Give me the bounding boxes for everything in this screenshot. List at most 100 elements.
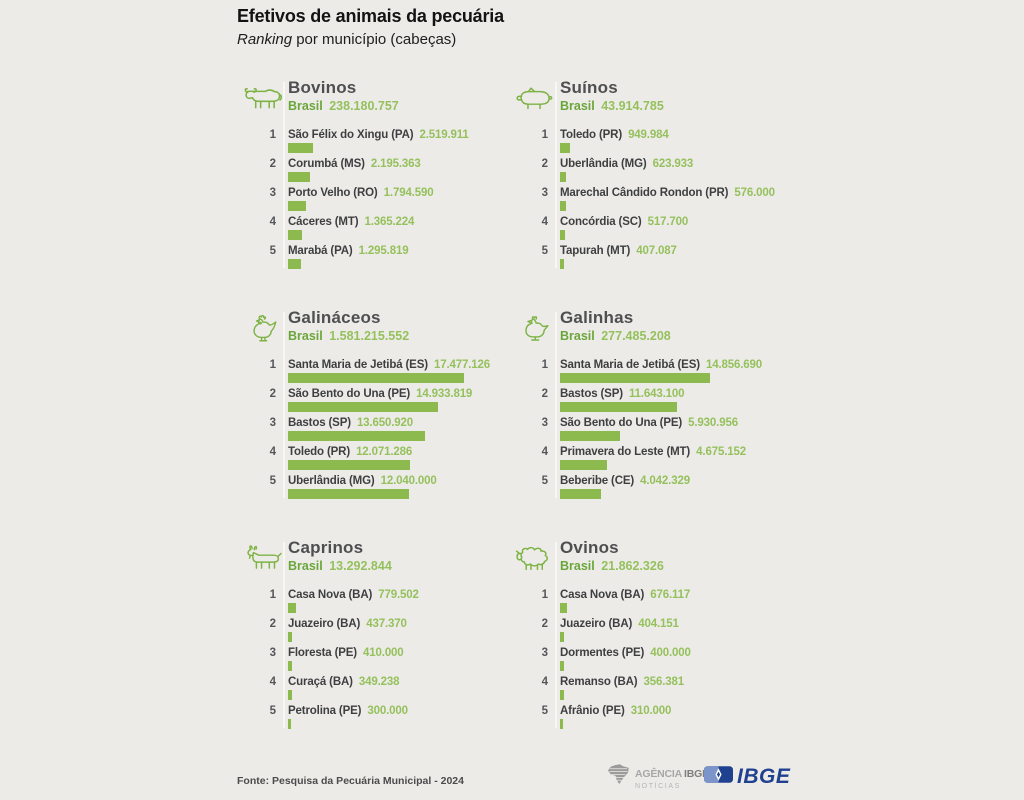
municipality-name: Bastos (SP) xyxy=(288,417,354,429)
agencia-line1: AGÊNCIA IBGE xyxy=(635,768,709,780)
value-bar xyxy=(560,632,564,642)
page-subtitle: Ranking por município (cabeças) xyxy=(237,31,504,48)
value-bar xyxy=(560,719,563,729)
divider-line xyxy=(283,312,285,498)
section-title: Galinhas xyxy=(560,308,634,327)
entry-line: Juazeiro (BA) 437.370 xyxy=(288,618,407,630)
brasil-total: Brasil 21.862.326 xyxy=(560,559,664,573)
rank-number: 5 xyxy=(541,245,548,257)
entry-line: São Félix do Xingu (PA) 2.519.911 xyxy=(288,129,469,141)
entry-line: Uberlândia (MG) 623.933 xyxy=(560,158,693,170)
rank-number: 1 xyxy=(269,129,276,141)
rank-number: 3 xyxy=(269,417,276,429)
livestock-section: Bovinos Brasil 238.180.757 1 São Félix d… xyxy=(240,78,512,310)
head-count: 349.238 xyxy=(358,676,400,688)
ranking-entry: 1 Casa Nova (BA) 676.117 xyxy=(512,588,812,617)
ranking-entry: 3 São Bento do Una (PE) 5.930.956 xyxy=(512,416,812,445)
entry-line: Bastos (SP) 11.643.100 xyxy=(560,388,685,400)
rank-number: 1 xyxy=(269,589,276,601)
rank-number: 5 xyxy=(269,705,276,717)
value-bar xyxy=(288,632,292,642)
ranking-list: 1 Santa Maria de Jetibá (ES) 14.856.690 … xyxy=(512,358,812,503)
ranking-entry: 5 Tapurah (MT) 407.087 xyxy=(512,244,812,273)
ranking-entry: 1 São Félix do Xingu (PA) 2.519.911 xyxy=(240,128,512,157)
municipality-name: Santa Maria de Jetibá (ES) xyxy=(560,359,703,371)
head-count: 310.000 xyxy=(630,705,672,717)
value-bar xyxy=(560,431,620,441)
entry-line: Curaçá (BA) 349.238 xyxy=(288,676,400,688)
livestock-section: Galináceos Brasil 1.581.215.552 1 Santa … xyxy=(240,308,512,540)
pig-icon xyxy=(512,83,556,115)
livestock-section: Caprinos Brasil 13.292.844 1 Casa Nova (… xyxy=(240,538,512,770)
value-bar xyxy=(288,201,306,211)
municipality-name: Concórdia (SC) xyxy=(560,216,645,228)
divider-line xyxy=(555,542,557,728)
municipality-name: Afrânio (PE) xyxy=(560,705,628,717)
brasil-total: Brasil 238.180.757 xyxy=(288,99,399,113)
ranking-list: 1 Casa Nova (BA) 676.117 2 Juazeiro (BA)… xyxy=(512,588,812,733)
ibge-compass-icon xyxy=(704,766,733,788)
ranking-entry: 3 Bastos (SP) 13.650.920 xyxy=(240,416,512,445)
entry-line: Toledo (PR) 949.984 xyxy=(560,129,669,141)
value-bar xyxy=(288,373,464,383)
rank-number: 4 xyxy=(269,676,276,688)
ranking-entry: 4 Toledo (PR) 12.071.286 xyxy=(240,445,512,474)
entry-line: Corumbá (MS) 2.195.363 xyxy=(288,158,421,170)
ranking-entry: 2 Bastos (SP) 11.643.100 xyxy=(512,387,812,416)
section-title: Bovinos xyxy=(288,78,357,97)
entry-line: Afrânio (PE) 310.000 xyxy=(560,705,671,717)
head-count: 517.700 xyxy=(647,216,689,228)
ranking-entry: 4 Remanso (BA) 356.381 xyxy=(512,675,812,704)
municipality-name: Marechal Cândido Rondon (PR) xyxy=(560,187,732,199)
agencia-ibge-word: IBGE xyxy=(684,768,709,780)
ranking-entry: 5 Beberibe (CE) 4.042.329 xyxy=(512,474,812,503)
agencia-ibge-logo: AGÊNCIA IBGE NOTÍCIAS xyxy=(607,764,709,790)
rank-number: 3 xyxy=(269,647,276,659)
municipality-name: Bastos (SP) xyxy=(560,388,626,400)
municipality-name: Curaçá (BA) xyxy=(288,676,356,688)
brasil-value: 1.581.215.552 xyxy=(329,329,410,343)
entry-line: Cáceres (MT) 1.365.224 xyxy=(288,216,414,228)
municipality-name: Juazeiro (BA) xyxy=(560,618,636,630)
value-bar xyxy=(560,603,567,613)
value-bar xyxy=(288,259,301,269)
municipality-name: Petrolina (PE) xyxy=(288,705,365,717)
municipality-name: Marabá (PA) xyxy=(288,245,356,257)
value-bar xyxy=(288,489,409,499)
ranking-entry: 4 Curaçá (BA) 349.238 xyxy=(240,675,512,704)
livestock-section: Ovinos Brasil 21.862.326 1 Casa Nova (BA… xyxy=(512,538,812,770)
rank-number: 1 xyxy=(541,589,548,601)
rank-number: 4 xyxy=(269,216,276,228)
divider-line xyxy=(283,542,285,728)
municipality-name: Primavera do Leste (MT) xyxy=(560,446,694,458)
brasil-label: Brasil xyxy=(560,559,599,573)
head-count: 779.502 xyxy=(378,589,419,601)
head-count: 949.984 xyxy=(628,129,669,141)
ranking-entry: 3 Marechal Cândido Rondon (PR) 576.000 xyxy=(512,186,812,215)
hen-icon xyxy=(512,313,556,345)
value-bar xyxy=(560,690,564,700)
rank-number: 2 xyxy=(269,158,276,170)
municipality-name: Uberlândia (MG) xyxy=(560,158,650,170)
brasil-value: 277.485.208 xyxy=(601,329,671,343)
rank-number: 5 xyxy=(541,705,548,717)
rank-number: 1 xyxy=(269,359,276,371)
ranking-entry: 1 Casa Nova (BA) 779.502 xyxy=(240,588,512,617)
municipality-name: Floresta (PE) xyxy=(288,647,361,659)
head-count: 12.040.000 xyxy=(380,475,437,487)
subtitle-italic: Ranking xyxy=(237,31,293,48)
head-count: 4.675.152 xyxy=(696,446,746,458)
head-count: 2.195.363 xyxy=(370,158,421,170)
head-count: 14.933.819 xyxy=(416,388,473,400)
value-bar xyxy=(560,143,570,153)
ranking-entry: 1 Toledo (PR) 949.984 xyxy=(512,128,812,157)
entry-line: Marabá (PA) 1.295.819 xyxy=(288,245,409,257)
divider-line xyxy=(283,82,285,268)
section-title: Suínos xyxy=(560,78,618,97)
value-bar xyxy=(288,143,313,153)
section-title: Ovinos xyxy=(560,538,619,557)
ranking-entry: 5 Uberlândia (MG) 12.040.000 xyxy=(240,474,512,503)
goat-icon xyxy=(240,543,284,575)
sections-grid: Bovinos Brasil 238.180.757 1 São Félix d… xyxy=(240,78,812,770)
